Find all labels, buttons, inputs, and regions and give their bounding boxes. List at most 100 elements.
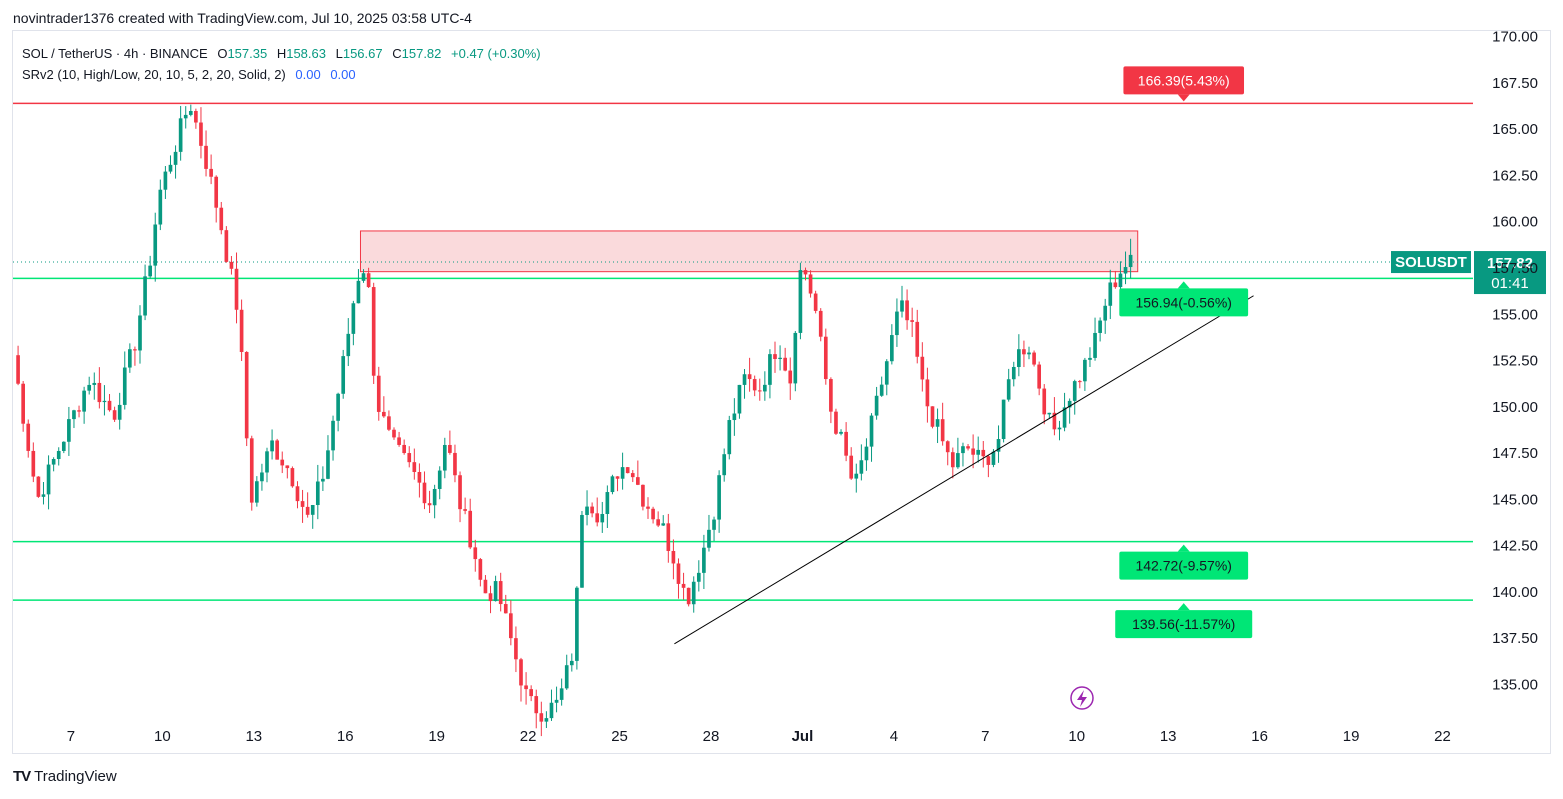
candle[interactable] (823, 336, 828, 380)
candle[interactable] (707, 529, 711, 548)
candle[interactable] (326, 450, 330, 479)
candle[interactable] (712, 519, 716, 530)
candle[interactable] (503, 604, 508, 614)
candle[interactable] (468, 510, 473, 548)
candle[interactable] (636, 477, 640, 485)
candle[interactable] (56, 450, 61, 460)
candle[interactable] (580, 514, 584, 588)
candle[interactable] (31, 450, 36, 477)
candle[interactable] (910, 320, 914, 322)
candle[interactable] (143, 276, 147, 316)
candle[interactable] (376, 375, 381, 412)
candle[interactable] (1067, 400, 1072, 408)
candle[interactable] (818, 310, 823, 337)
candle[interactable] (625, 467, 630, 474)
candle[interactable] (407, 453, 412, 463)
candle[interactable] (879, 384, 884, 396)
candle[interactable] (666, 523, 671, 551)
candle[interactable] (890, 335, 894, 362)
candle[interactable] (956, 453, 960, 468)
candle[interactable] (1077, 381, 1082, 383)
candle[interactable] (280, 459, 285, 466)
candle[interactable] (295, 486, 300, 502)
candle[interactable] (1011, 366, 1016, 380)
candle[interactable] (976, 449, 981, 455)
candle[interactable] (199, 122, 203, 146)
candle[interactable] (549, 702, 554, 719)
candle[interactable] (183, 114, 188, 119)
candle[interactable] (829, 379, 833, 412)
candle[interactable] (651, 508, 655, 520)
candle[interactable] (686, 587, 691, 605)
candle[interactable] (585, 506, 589, 515)
candle[interactable] (432, 488, 437, 506)
candle[interactable] (844, 431, 848, 456)
candle[interactable] (285, 465, 290, 469)
candle[interactable] (564, 665, 569, 689)
candle[interactable] (544, 718, 549, 722)
candle[interactable] (453, 452, 457, 476)
candle[interactable] (1062, 407, 1067, 428)
candle[interactable] (478, 559, 483, 580)
candle[interactable] (945, 441, 950, 453)
candle[interactable] (331, 420, 335, 451)
candle[interactable] (940, 419, 945, 442)
candle[interactable] (387, 416, 391, 430)
candle[interactable] (1083, 359, 1087, 382)
candle[interactable] (397, 437, 401, 445)
candle[interactable] (255, 481, 259, 503)
candle[interactable] (1108, 282, 1113, 306)
resistance-level-label[interactable]: 166.39(5.43%) (1123, 66, 1245, 102)
candle[interactable] (920, 356, 925, 380)
candle[interactable] (839, 431, 843, 434)
candle[interactable] (173, 151, 178, 165)
candle[interactable] (661, 523, 666, 526)
candle[interactable] (77, 410, 81, 412)
candle[interactable] (82, 390, 86, 412)
candle[interactable] (305, 506, 310, 515)
candle[interactable] (1093, 332, 1097, 358)
candle[interactable] (778, 357, 782, 360)
candle[interactable] (26, 423, 31, 451)
candle[interactable] (986, 456, 991, 465)
candle[interactable] (1001, 399, 1006, 440)
candle[interactable] (524, 685, 528, 690)
candle[interactable] (107, 400, 112, 411)
candle[interactable] (935, 419, 940, 427)
candle[interactable] (671, 550, 676, 564)
candle[interactable] (117, 404, 122, 420)
candle[interactable] (519, 659, 523, 686)
candle[interactable] (793, 332, 798, 384)
symbol-tag[interactable]: SOLUSDT (1391, 251, 1471, 274)
candle[interactable] (869, 415, 874, 447)
candle[interactable] (884, 361, 889, 385)
candle[interactable] (346, 333, 351, 357)
candle[interactable] (615, 476, 620, 479)
candle[interactable] (930, 406, 935, 427)
resistance-zone[interactable] (359, 230, 1139, 273)
candle[interactable] (763, 384, 767, 392)
candle[interactable] (204, 145, 208, 169)
candle[interactable] (41, 494, 46, 497)
candle[interactable] (834, 411, 838, 434)
candle[interactable] (691, 581, 696, 605)
candle[interactable] (783, 357, 787, 371)
candle[interactable] (448, 444, 452, 453)
candle[interactable] (392, 429, 396, 438)
candle[interactable] (554, 699, 559, 703)
candle[interactable] (315, 481, 320, 506)
candle[interactable] (128, 349, 132, 368)
candle[interactable] (163, 171, 168, 190)
candle[interactable] (463, 509, 467, 511)
candle[interactable] (646, 506, 650, 509)
candle[interactable] (122, 367, 127, 405)
candle[interactable] (752, 379, 757, 391)
candle[interactable] (529, 689, 533, 697)
candle[interactable] (768, 354, 772, 385)
candle[interactable] (1052, 412, 1057, 430)
candle[interactable] (1032, 352, 1036, 365)
candle[interactable] (849, 455, 854, 479)
candle[interactable] (1027, 352, 1031, 355)
candle[interactable] (961, 446, 965, 454)
candle[interactable] (803, 270, 808, 275)
